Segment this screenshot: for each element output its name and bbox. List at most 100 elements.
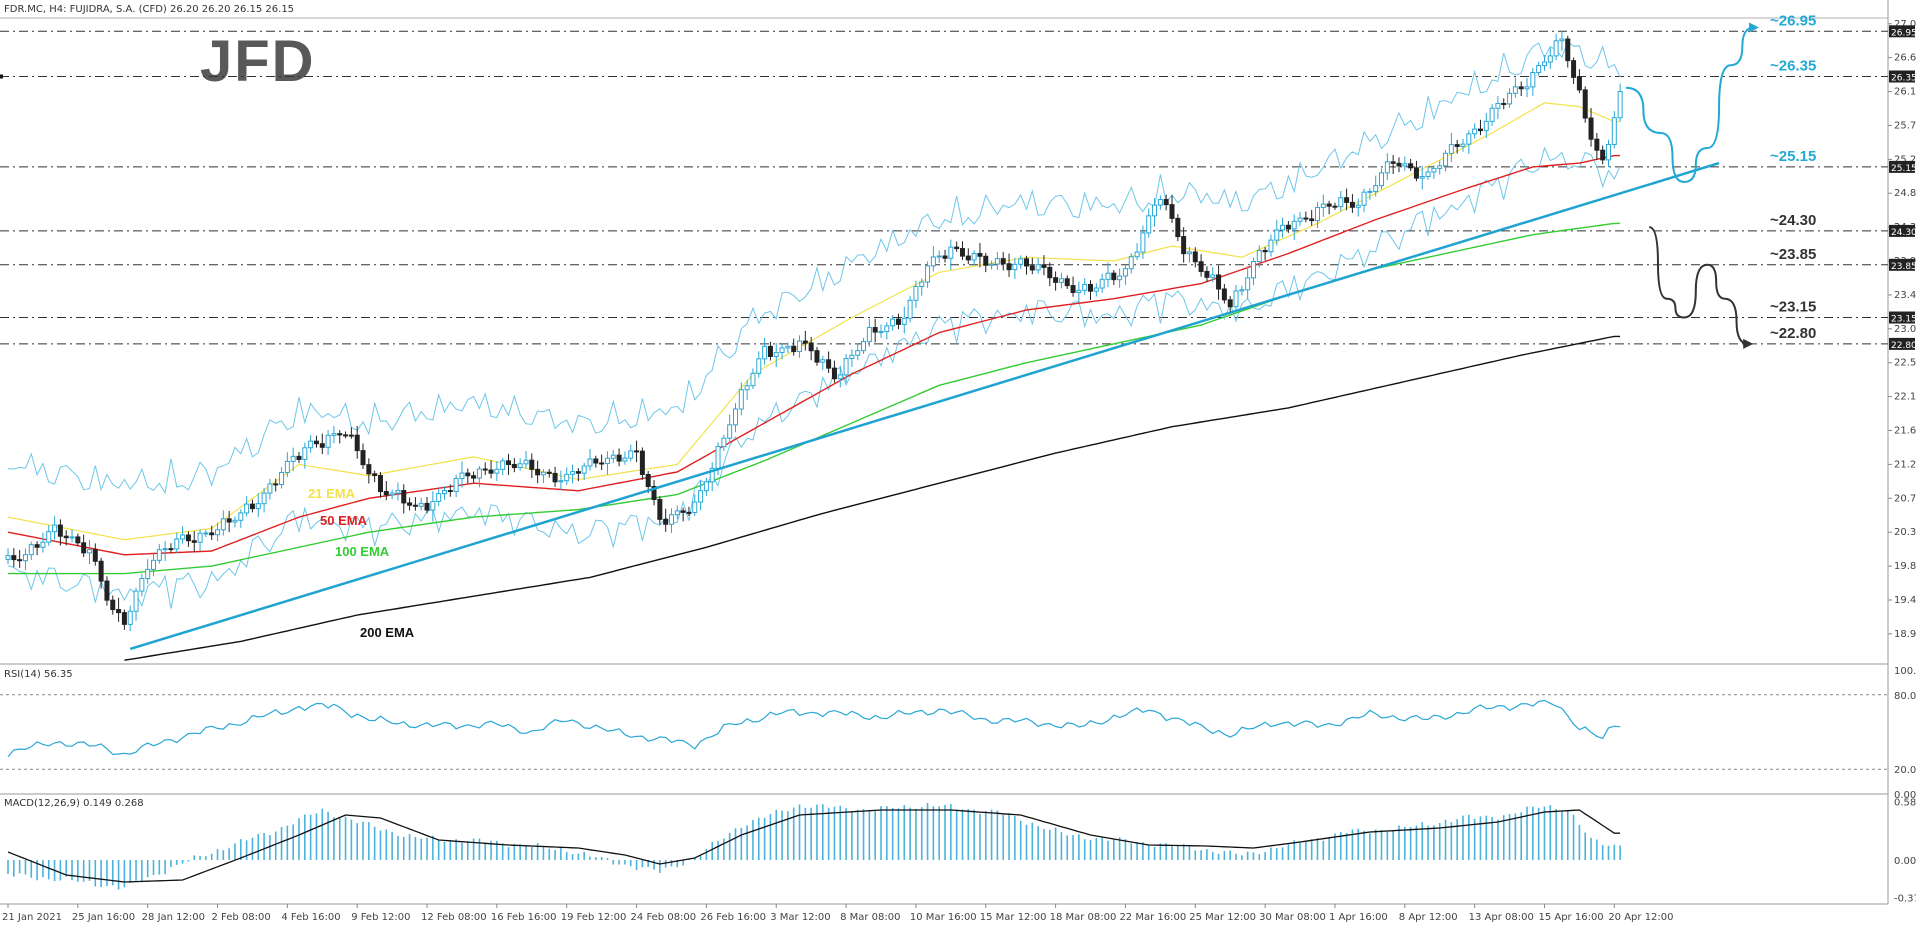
candle-body: [552, 472, 558, 483]
candle-body: [360, 450, 366, 466]
candle: [1152, 198, 1158, 227]
candle-body: [1588, 117, 1594, 140]
candle: [1367, 188, 1373, 200]
candle-body: [46, 531, 52, 543]
candle-body: [1152, 204, 1158, 217]
candle-body: [1285, 224, 1291, 230]
candle: [570, 464, 576, 484]
candle-body: [1227, 299, 1233, 308]
candle-body: [890, 318, 896, 327]
candle-body: [1512, 86, 1518, 94]
candle: [75, 533, 81, 547]
candle-body: [354, 434, 360, 452]
candle: [1594, 132, 1600, 161]
time-tick-label: 24 Feb 08:00: [631, 912, 697, 923]
level-label: ~26.95: [1770, 12, 1816, 29]
candle: [942, 249, 948, 263]
candle-body: [1617, 91, 1623, 119]
candle: [1140, 225, 1146, 259]
candle: [634, 440, 640, 463]
candle: [1408, 158, 1414, 172]
candle-body: [1239, 289, 1245, 292]
candle-body: [86, 549, 92, 554]
candle: [1326, 200, 1332, 215]
candle: [733, 403, 738, 433]
candle: [476, 465, 482, 488]
candle-body: [1117, 275, 1123, 281]
chart-header: FDR.MC, H4: FUJIDRA, S.A. (CFD) 26.20 26…: [4, 4, 294, 15]
candle: [1571, 57, 1577, 85]
candle: [1431, 165, 1437, 179]
candle: [692, 494, 698, 516]
candle: [1576, 69, 1582, 94]
candle: [1315, 202, 1320, 229]
candle-body: [1000, 258, 1006, 265]
candle-body: [1111, 272, 1117, 281]
candle: [98, 557, 104, 589]
candle: [907, 295, 913, 323]
macd-panel: 0.584 0.000 -0.377: [7, 798, 1916, 905]
candle: [1024, 255, 1029, 275]
candle: [604, 451, 610, 475]
candle-body: [797, 340, 803, 353]
candle: [63, 530, 69, 546]
bollinger-band-up: [7, 40, 1621, 495]
candle: [360, 443, 366, 469]
candle: [767, 341, 773, 361]
candle-body: [663, 518, 669, 525]
candle: [1146, 208, 1152, 238]
candle-body: [1483, 120, 1489, 132]
level-label: ~23.85: [1770, 246, 1816, 263]
candle: [40, 532, 46, 553]
candle: [1297, 211, 1303, 226]
candle: [936, 250, 942, 263]
candle-body: [319, 443, 325, 448]
candle-body: [180, 534, 186, 540]
candle: [826, 351, 832, 373]
candle-body: [878, 331, 884, 334]
candle-body: [494, 468, 500, 474]
candle: [610, 449, 616, 464]
candle-body: [517, 463, 523, 469]
price-tick-label: 21.65: [1894, 426, 1916, 437]
candle-body: [331, 433, 337, 436]
rsi-header: RSI(14) 56.35: [4, 669, 73, 680]
candle-body: [447, 490, 453, 493]
candle-body: [1507, 92, 1513, 105]
candle: [401, 484, 407, 514]
candle-body: [1058, 278, 1064, 283]
candle: [593, 455, 599, 468]
candle: [971, 250, 977, 266]
candle: [680, 507, 686, 522]
candle: [1058, 272, 1064, 289]
price-tick-label: 19.40: [1894, 595, 1916, 606]
candle: [1437, 160, 1443, 175]
candle: [1483, 112, 1489, 138]
candle: [1181, 227, 1187, 263]
candle: [1006, 253, 1012, 277]
candle: [1250, 257, 1256, 286]
time-tick-label: 3 Mar 12:00: [770, 912, 830, 923]
candle: [284, 452, 290, 478]
candle: [581, 462, 587, 480]
candle-body: [587, 458, 593, 467]
candle: [121, 609, 127, 630]
candle-body: [1093, 287, 1099, 292]
candle: [442, 486, 447, 500]
candle-body: [1053, 277, 1059, 283]
candle: [686, 506, 692, 516]
candle-body: [244, 503, 250, 514]
candle-body: [1425, 171, 1431, 178]
candle: [465, 468, 471, 484]
candle-body: [1408, 163, 1414, 169]
price-tick-label: 27.05: [1894, 19, 1916, 30]
candle: [319, 433, 325, 455]
candle: [296, 451, 302, 464]
candle: [540, 469, 546, 484]
candle-body: [733, 408, 738, 426]
candle-body: [1291, 220, 1297, 230]
candle: [1216, 265, 1222, 300]
scenario-paths: [1625, 22, 1759, 349]
candle-body: [866, 327, 872, 343]
